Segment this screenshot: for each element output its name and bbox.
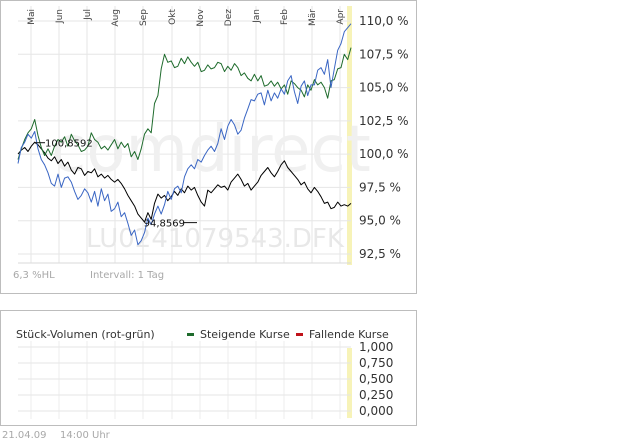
range-info: 6,3 %HL (13, 270, 55, 281)
value-tick-label: 100,0 % (359, 147, 409, 161)
month-tick-label: Nov (196, 8, 206, 26)
volume-tick-label: 0,250 (359, 388, 393, 402)
volume-value-axis: 1,000 0,750 0,500 0,250 0,000 (359, 340, 393, 418)
volume-tick-label: 1,000 (359, 340, 393, 354)
price-chart-panel: Mai Jun Jul Aug Sep Okt Nov Dez Jan Feb Mär Apr 110… (0, 0, 417, 294)
max-label: 100,8592 (45, 139, 93, 150)
volume-title: Stück-Volumen (rot-grün) (16, 328, 155, 341)
volume-chart-panel: 1,000 0,750 0,500 0,250 0,000 Stück-Volumen … (0, 310, 417, 426)
month-tick-label: Mär (308, 9, 318, 26)
legend-rising: Steigende Kurse (187, 328, 290, 341)
month-tick-label: Aug (111, 9, 121, 27)
month-tick-label: Jun (55, 9, 65, 24)
volume-month-gridlines (30, 341, 341, 419)
series-line-2 (17, 23, 352, 246)
volume-tick-label: 0,000 (359, 404, 393, 418)
series-line-0 (17, 141, 352, 223)
timestamp-date: 21.04.09 (2, 430, 47, 441)
volume-chart: 1,000 0,750 0,500 0,250 0,000 (18, 340, 393, 419)
month-tick-label: Apr (336, 9, 346, 25)
watermark-brand: comdirect (51, 113, 371, 187)
series-line-1 (17, 47, 352, 160)
month-tick-label: Mai (27, 9, 37, 25)
price-series (17, 23, 352, 246)
interval-info: Intervall: 1 Tag (90, 270, 165, 281)
value-tick-label: 105,0 % (359, 81, 409, 95)
value-tick-label: 92,5 % (359, 247, 401, 261)
value-tick-label: 107,5 % (359, 47, 409, 61)
legend-falling-label: Fallende Kurse (309, 328, 389, 341)
timestamp-time: 14:00 Uhr (60, 430, 110, 441)
volume-highlight-band (347, 348, 352, 418)
legend-rising-label: Steigende Kurse (200, 328, 290, 341)
value-axis: 110,0 % 107,5 % 105,0 % 102,5 % 100,0 % 97,5 … (359, 14, 409, 261)
min-label: 94,8569 (144, 219, 185, 230)
value-tick-label: 97,5 % (359, 180, 401, 194)
legend-rising-swatch (187, 332, 194, 336)
volume-tick-label: 0,500 (359, 372, 393, 386)
legend-falling-swatch (296, 332, 303, 336)
month-tick-label: Feb (280, 9, 290, 25)
month-tick-label: Okt (168, 9, 178, 25)
month-axis: Mai Jun Jul Aug Sep Okt Nov Dez Jan Feb Mär Apr (27, 8, 346, 26)
value-tick-label: 102,5 % (359, 114, 409, 128)
month-tick-label: Jan (252, 9, 262, 24)
value-tick-label: 110,0 % (359, 14, 409, 28)
legend-falling: Fallende Kurse (296, 328, 389, 341)
today-highlight-band (347, 6, 352, 265)
volume-tick-label: 0,750 (359, 356, 393, 370)
volume-value-gridlines (18, 346, 351, 412)
month-tick-label: Dez (224, 9, 234, 26)
watermark-instrument: LU0241079543.DFK (86, 224, 345, 254)
month-tick-label: Jul (83, 9, 93, 21)
value-tick-label: 95,0 % (359, 214, 401, 228)
price-annotations: 100,8592 94,8569 (34, 139, 197, 230)
price-chart: Mai Jun Jul Aug Sep Okt Nov Dez Jan Feb Mär Apr 110… (17, 6, 409, 265)
month-tick-label: Sep (139, 9, 149, 26)
